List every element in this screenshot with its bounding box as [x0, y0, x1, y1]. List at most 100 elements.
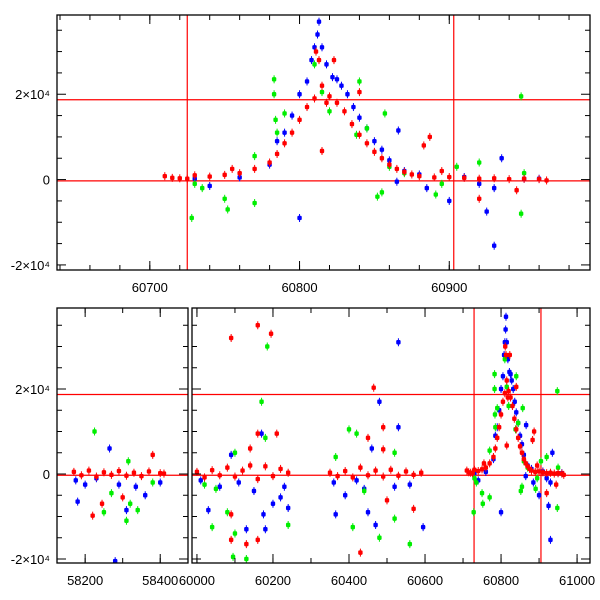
data-point-red	[274, 431, 279, 436]
data-point-red	[109, 472, 114, 478]
data-point-red	[552, 471, 557, 476]
axis-segment: 60700 60800 60900	[56, 14, 591, 295]
data-point-red	[555, 470, 561, 476]
data-point-green	[533, 486, 538, 492]
axis-segment: 60000 60200 60400 60600 60800 61000	[179, 307, 595, 588]
data-point-blue	[251, 488, 257, 494]
data-point-green	[362, 488, 367, 494]
data-point-blue	[82, 482, 88, 487]
data-point-red	[394, 166, 400, 172]
data-point-red	[503, 352, 509, 358]
data-point-blue	[282, 484, 287, 489]
data-point-green	[263, 435, 268, 441]
data-point-red	[263, 464, 268, 469]
data-point-red	[503, 344, 508, 349]
data-point-red	[170, 175, 175, 181]
data-point-green	[282, 111, 287, 116]
data-point-blue	[396, 425, 401, 430]
data-point-blue	[357, 115, 362, 120]
data-point-red	[515, 435, 521, 441]
data-point-red	[331, 57, 337, 63]
data-point-green	[225, 207, 230, 212]
data-point-red	[500, 399, 506, 404]
data-point-blue	[351, 104, 356, 110]
data-point-blue	[339, 83, 344, 88]
axes-frame	[56, 14, 591, 271]
data-point-green	[230, 554, 236, 560]
data-point-blue	[282, 130, 287, 135]
data-point-red	[517, 444, 523, 449]
data-point-green	[487, 448, 492, 453]
data-point-red	[255, 431, 260, 436]
data-point-red	[270, 473, 276, 479]
data-point-red	[252, 166, 257, 172]
data-point-green	[493, 425, 498, 430]
data-point-red	[384, 498, 390, 503]
data-point-blue	[274, 138, 280, 144]
data-point-red	[357, 132, 362, 137]
data-point-blue	[372, 138, 377, 144]
data-point-red	[297, 117, 302, 123]
data-point-red	[232, 474, 238, 479]
data-point-blue	[297, 215, 302, 221]
data-point-blue	[334, 77, 340, 82]
data-point-red	[481, 461, 487, 466]
plot-area	[57, 15, 590, 270]
x-tick-label: 60800	[483, 573, 519, 588]
data-point-green	[515, 420, 521, 426]
data-point-green	[506, 403, 511, 409]
data-point-blue	[365, 510, 371, 515]
data-point-red	[372, 149, 377, 155]
x-tick-label: 60800	[281, 280, 317, 295]
data-point-green	[555, 465, 561, 470]
data-point-red	[209, 467, 215, 473]
x-tick-label: 58400	[142, 573, 178, 588]
data-point-red	[531, 429, 537, 434]
y-tick-label: -2×10⁴	[11, 552, 50, 567]
data-point-red	[496, 425, 502, 430]
data-point-red	[316, 57, 322, 63]
data-point-blue	[228, 452, 234, 458]
data-point-blue	[316, 19, 322, 24]
data-point-red	[365, 473, 371, 478]
data-point-green	[259, 399, 264, 404]
data-point-red	[533, 469, 538, 475]
data-point-green	[433, 192, 438, 197]
full-panel: 58200 58400 60000 60200 60400 60600 60800 61000…	[11, 307, 595, 588]
data-point-green	[518, 211, 524, 216]
data-point-red	[530, 437, 535, 443]
series-green	[92, 427, 155, 525]
data-point-red	[342, 468, 348, 474]
data-point-blue	[107, 446, 112, 451]
data-point-blue	[531, 480, 536, 485]
data-point-green	[364, 126, 370, 131]
data-point-green	[392, 516, 397, 521]
data-point-red	[217, 473, 222, 478]
data-point-blue	[75, 499, 80, 504]
series-blue	[192, 17, 542, 250]
data-point-red	[439, 168, 444, 174]
data-point-red	[381, 474, 386, 479]
data-point-red	[116, 468, 122, 474]
data-point-red	[120, 495, 125, 500]
data-point-red	[79, 473, 84, 478]
data-point-red	[529, 468, 534, 473]
data-point-blue	[548, 480, 553, 485]
data-point-red	[388, 467, 394, 472]
data-point-red	[514, 384, 519, 390]
data-point-green	[124, 518, 129, 523]
data-point-red	[544, 490, 549, 496]
data-point-blue	[331, 480, 336, 485]
data-point-green	[477, 160, 482, 165]
x-tick-label: 60400	[331, 573, 367, 588]
data-point-red	[506, 176, 512, 182]
data-point-red	[504, 443, 509, 448]
data-point-red	[139, 473, 144, 479]
data-point-red	[409, 172, 415, 177]
data-point-red	[319, 148, 325, 154]
data-point-blue	[392, 484, 397, 489]
data-point-red	[476, 468, 481, 474]
data-point-green	[392, 450, 397, 455]
data-point-green	[271, 92, 277, 97]
data-point-red	[324, 100, 329, 105]
